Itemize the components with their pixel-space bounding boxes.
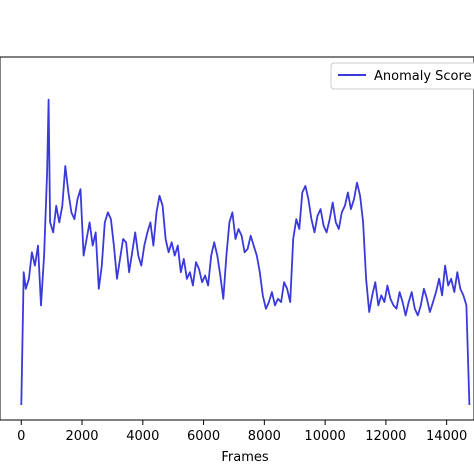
x-tick-label: 0 xyxy=(17,429,25,444)
x-axis-ticks: 0 2000 4000 6000 8000 10000 12000 14000 xyxy=(17,420,467,444)
legend: Anomaly Score xyxy=(330,62,474,90)
x-tick-label: 10000 xyxy=(304,429,345,444)
legend-entry-anomaly-score: Anomaly Score xyxy=(374,69,472,84)
x-tick-label: 14000 xyxy=(426,429,467,444)
x-tick-label: 2000 xyxy=(65,429,98,444)
x-axis-label: Frames xyxy=(221,450,269,465)
x-tick-label: 8000 xyxy=(248,429,281,444)
series-line-anomaly-score xyxy=(20,98,471,406)
x-tick-label: 12000 xyxy=(365,429,406,444)
x-tick-label: 4000 xyxy=(126,429,159,444)
x-tick-label: 6000 xyxy=(187,429,220,444)
legend-box xyxy=(330,62,474,90)
plot-area xyxy=(0,56,474,421)
